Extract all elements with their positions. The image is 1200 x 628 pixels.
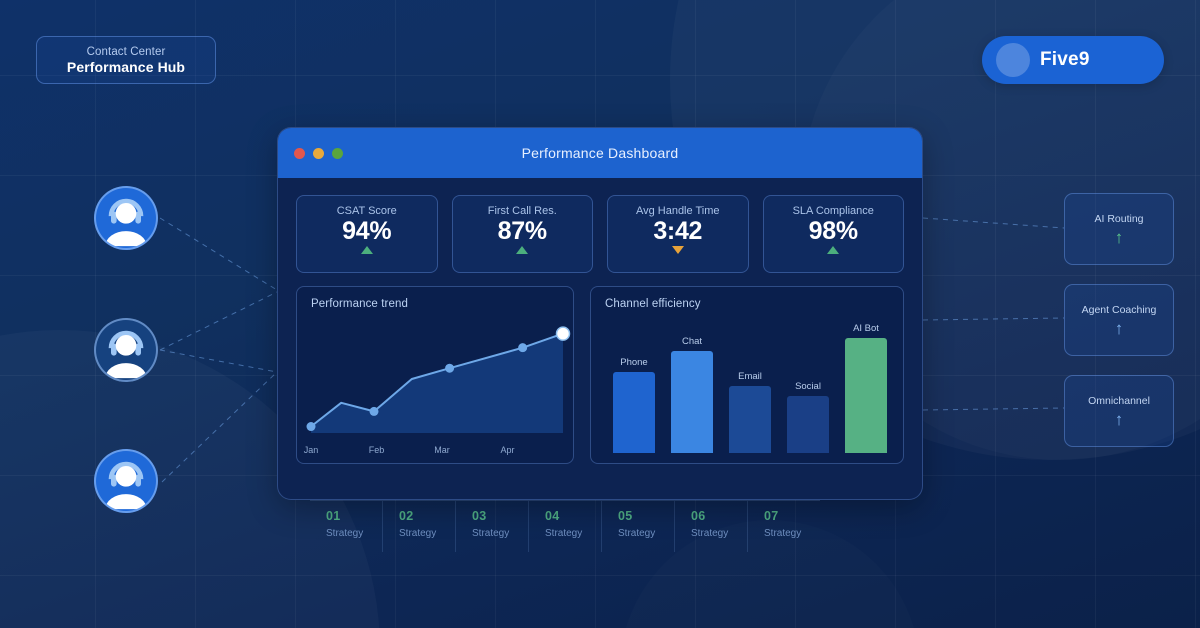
performance-trend-panel: Performance trend Jan Feb Mar Apr <box>296 286 574 464</box>
channel-efficiency-title: Channel efficiency <box>605 298 701 310</box>
strategy-label: Strategy <box>545 528 583 539</box>
arrow-up-icon: ↑ <box>1114 318 1124 338</box>
hub-badge: Contact Center Performance Hub <box>36 36 216 84</box>
channel-bar-label: Chat <box>681 335 703 347</box>
channel-bar-rect <box>845 338 887 453</box>
kpi-value: 94% <box>342 217 392 245</box>
kpi-card-row: CSAT Score 94% First Call Res. 87% Avg Handl… <box>278 178 922 273</box>
kpi-value: 98% <box>808 217 858 245</box>
strategy-item[interactable]: 02 Strategy <box>383 501 456 552</box>
strategy-item[interactable]: 05 Strategy <box>602 501 675 552</box>
performance-trend-title: Performance trend <box>311 298 408 310</box>
kpi-trend-down-icon <box>671 246 684 254</box>
strategy-item[interactable]: 04 Strategy <box>529 501 602 552</box>
channel-bar-rect <box>787 395 829 453</box>
window-maximize-button[interactable] <box>332 147 343 159</box>
feature-card-label: AI Routing <box>1094 212 1144 225</box>
trend-axis-tick: Apr <box>501 445 515 455</box>
channel-bar-label: Email <box>738 370 762 382</box>
strategy-number: 05 <box>618 509 633 523</box>
kpi-card: First Call Res. 87% <box>451 195 593 273</box>
channel-bar-label: Phone <box>620 357 648 369</box>
channel-bar: Email <box>729 317 771 453</box>
hub-badge-title: Performance Hub <box>66 58 186 75</box>
channel-efficiency-panel: Channel efficiency Phone Chat Email Social A… <box>590 286 904 464</box>
trend-axis-tick: Mar <box>434 445 450 455</box>
strategy-label: Strategy <box>472 528 510 539</box>
window-close-button[interactable] <box>294 147 305 159</box>
brand-logo: Five9 <box>982 36 1164 84</box>
kpi-label: SLA Compliance <box>792 205 874 217</box>
window-title: Performance Dashboard <box>521 145 679 161</box>
trend-axis-tick: Jan <box>304 445 319 455</box>
kpi-trend-up-icon <box>516 246 529 254</box>
agent-avatar-3 <box>94 449 158 513</box>
kpi-trend-up-icon <box>360 246 373 254</box>
kpi-label: Avg Handle Time <box>635 205 720 217</box>
kpi-card: CSAT Score 94% <box>296 195 438 273</box>
window-titlebar: Performance Dashboard <box>278 128 922 178</box>
channel-bar-label: AI Bot <box>853 323 879 335</box>
kpi-card: Avg Handle Time 3:42 <box>607 195 749 273</box>
strategy-number: 04 <box>545 509 560 523</box>
agent-headset-icon <box>105 198 147 247</box>
window-minimize-button[interactable] <box>313 147 324 159</box>
strategy-item[interactable]: 01 Strategy <box>310 501 383 552</box>
channel-bar-rect <box>671 350 713 453</box>
agent-headset-icon <box>105 330 147 379</box>
kpi-label: CSAT Score <box>336 205 397 217</box>
performance-trend-chart: Jan Feb Mar Apr <box>304 326 571 455</box>
strategy-item[interactable]: 07 Strategy <box>748 501 820 552</box>
channel-bar: AI Bot <box>845 317 887 453</box>
strategy-number: 06 <box>691 509 706 523</box>
strategy-label: Strategy <box>399 528 437 539</box>
channel-bar-rect <box>729 385 771 453</box>
strategy-label: Strategy <box>691 528 729 539</box>
strategy-strip: 01 Strategy 02 Strategy 03 Strategy 04 Strategy… <box>310 500 820 552</box>
strategy-label: Strategy <box>764 528 802 539</box>
strategy-label: Strategy <box>618 528 656 539</box>
channel-bar: Phone <box>613 317 655 453</box>
agent-headset-icon <box>105 461 147 510</box>
channel-bar: Chat <box>671 317 713 453</box>
feature-card-agent-coaching[interactable]: Agent Coaching ↑ <box>1064 284 1174 356</box>
brand-dot-icon <box>996 43 1030 77</box>
kpi-value: 87% <box>497 217 547 245</box>
strategy-item[interactable]: 03 Strategy <box>456 501 529 552</box>
arrow-up-icon: ↑ <box>1114 227 1124 247</box>
feature-card-label: Omnichannel <box>1088 394 1150 407</box>
window-traffic-lights <box>294 147 343 159</box>
brand-name: Five9 <box>1040 49 1090 70</box>
kpi-card: SLA Compliance 98% <box>762 195 904 273</box>
arrow-up-icon: ↑ <box>1114 409 1124 429</box>
strategy-number: 03 <box>472 509 487 523</box>
feature-card-omnichannel[interactable]: Omnichannel ↑ <box>1064 375 1174 447</box>
strategy-label: Strategy <box>326 528 364 539</box>
feature-card-label: Agent Coaching <box>1081 303 1157 316</box>
agent-avatar-1 <box>94 186 158 250</box>
performance-dashboard-window: Performance Dashboard CSAT Score 94% First… <box>277 127 923 500</box>
channel-bar-label: Social <box>795 380 821 392</box>
channel-bar-rect <box>613 372 655 453</box>
channel-bar: Social <box>787 317 829 453</box>
agent-avatar-2 <box>94 318 158 382</box>
kpi-value: 3:42 <box>653 217 703 245</box>
strategy-number: 02 <box>399 509 414 523</box>
strategy-number: 07 <box>764 509 779 523</box>
kpi-label: First Call Res. <box>487 205 557 217</box>
channel-bars: Phone Chat Email Social AI Bot <box>613 317 887 453</box>
strategy-item[interactable]: 06 Strategy <box>675 501 748 552</box>
hub-badge-subtitle: Contact Center <box>86 45 166 58</box>
chart-panels: Performance trend Jan Feb Mar Apr Channel e… <box>278 273 922 464</box>
kpi-trend-up-icon <box>827 246 840 254</box>
feature-card-ai-routing[interactable]: AI Routing ↑ <box>1064 193 1174 265</box>
strategy-number: 01 <box>326 509 341 523</box>
trend-axis-tick: Feb <box>369 445 385 455</box>
